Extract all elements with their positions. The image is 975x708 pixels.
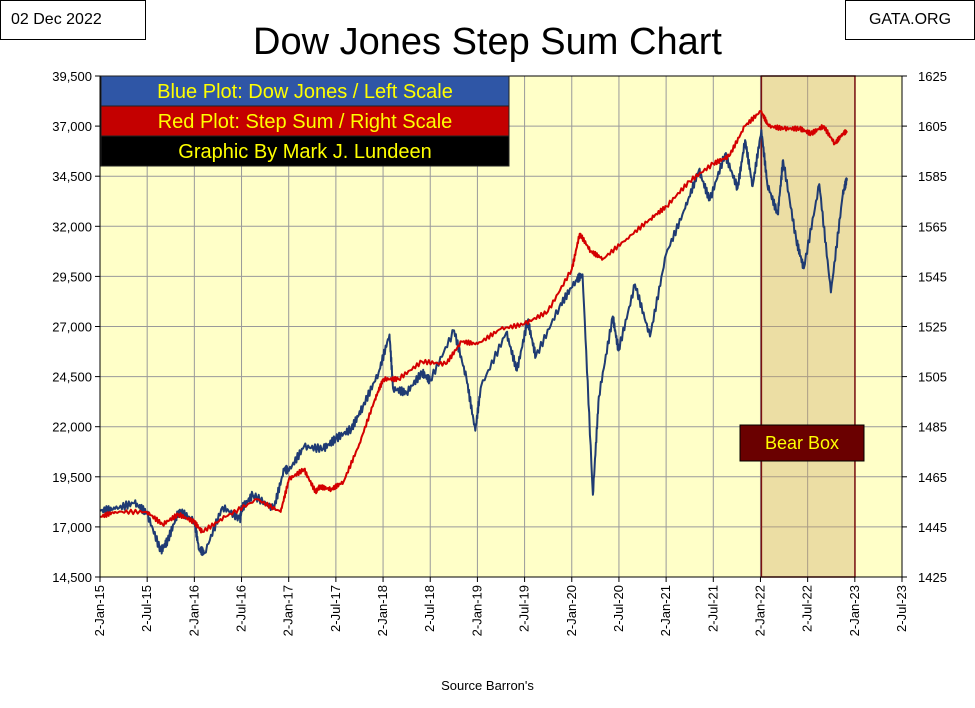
bear-box [760, 75, 856, 578]
left-tick-label: 22,000 [52, 420, 92, 435]
left-tick-label: 19,500 [52, 470, 92, 485]
dow-jones-line [99, 129, 848, 557]
right-tick-label: 1445 [918, 520, 947, 535]
x-tick-label: 2-Jul-21 [705, 585, 720, 632]
left-tick-label: 29,500 [52, 269, 92, 284]
right-axis-ticks: 1425 1445 1465 1485 1505 1525 1545 1565 1585 1605… [902, 69, 947, 585]
x-tick-label: 2-Jan-16 [186, 585, 201, 636]
x-tick-label: 2-Jul-18 [422, 585, 437, 632]
x-tick-label: 2-Jul-19 [517, 585, 532, 632]
x-tick-label: 2-Jan-15 [92, 585, 107, 636]
right-tick-label: 1565 [918, 219, 947, 234]
legend: Blue Plot: Dow Jones / Left Scale Red Plo… [100, 75, 510, 167]
x-tick-label: 2-Jul-16 [234, 585, 249, 632]
x-tick-label: 2-Jan-17 [281, 585, 296, 636]
legend-text: Red Plot: Step Sum / Right Scale [158, 111, 453, 133]
right-tick-label: 1585 [918, 169, 947, 184]
right-tick-label: 1545 [918, 269, 947, 284]
x-tick-label: 2-Jan-20 [564, 585, 579, 636]
series-layer [99, 110, 848, 557]
date-label: 02 Dec 2022 [11, 11, 102, 28]
chart-title: Dow Jones Step Sum Chart [253, 21, 722, 63]
legend-box [100, 75, 510, 107]
bear-box-label: Bear Box [739, 424, 865, 462]
legend-box [100, 135, 510, 167]
right-tick-label: 1505 [918, 370, 947, 385]
x-tick-label: 2-Jan-22 [752, 585, 767, 636]
site-label-box: GATA.ORG [845, 0, 975, 40]
right-tick-label: 1465 [918, 470, 947, 485]
right-tick-label: 1485 [918, 420, 947, 435]
x-tick-label: 2-Jul-22 [800, 585, 815, 632]
left-axis-ticks: 14,500 17,000 19,500 22,000 24,500 27,000 29,5… [52, 69, 100, 585]
right-tick-label: 1625 [918, 69, 947, 84]
bear-box-label-bg [739, 424, 865, 462]
x-tick-label: 2-Jul-20 [611, 585, 626, 632]
left-tick-label: 14,500 [52, 570, 92, 585]
x-tick-label: 2-Jan-23 [847, 585, 862, 636]
source-note: Source Barron's [441, 678, 534, 693]
left-tick-label: 37,000 [52, 119, 92, 134]
left-tick-label: 32,000 [52, 219, 92, 234]
x-tick-label: 2-Jul-17 [328, 585, 343, 632]
date-label-box: 02 Dec 2022 [0, 0, 146, 40]
left-tick-label: 27,000 [52, 320, 92, 335]
right-tick-label: 1525 [918, 320, 947, 335]
step-sum-line [99, 110, 848, 534]
bear-box-label-text: Bear Box [765, 433, 839, 453]
x-tick-label: 2-Jul-23 [894, 585, 909, 632]
legend-box [100, 105, 510, 137]
site-label: GATA.ORG [868, 11, 952, 28]
right-tick-label: 1605 [918, 119, 947, 134]
left-tick-label: 39,500 [52, 69, 92, 84]
x-tick-label: 2-Jan-18 [375, 585, 390, 636]
legend-text: Blue Plot: Dow Jones / Left Scale [157, 81, 453, 103]
left-tick-label: 24,500 [52, 370, 92, 385]
left-tick-label: 17,000 [52, 520, 92, 535]
x-axis-ticks: 2-Jan-15 2-Jul-15 2-Jan-16 2-Jul-16 2-Jan-17… [92, 577, 909, 636]
legend-text: Graphic By Mark J. Lundeen [178, 141, 431, 163]
x-tick-label: 2-Jan-19 [469, 585, 484, 636]
left-tick-label: 34,500 [52, 169, 92, 184]
right-tick-label: 1425 [918, 570, 947, 585]
x-tick-label: 2-Jan-21 [658, 585, 673, 636]
x-tick-label: 2-Jul-15 [139, 585, 154, 632]
